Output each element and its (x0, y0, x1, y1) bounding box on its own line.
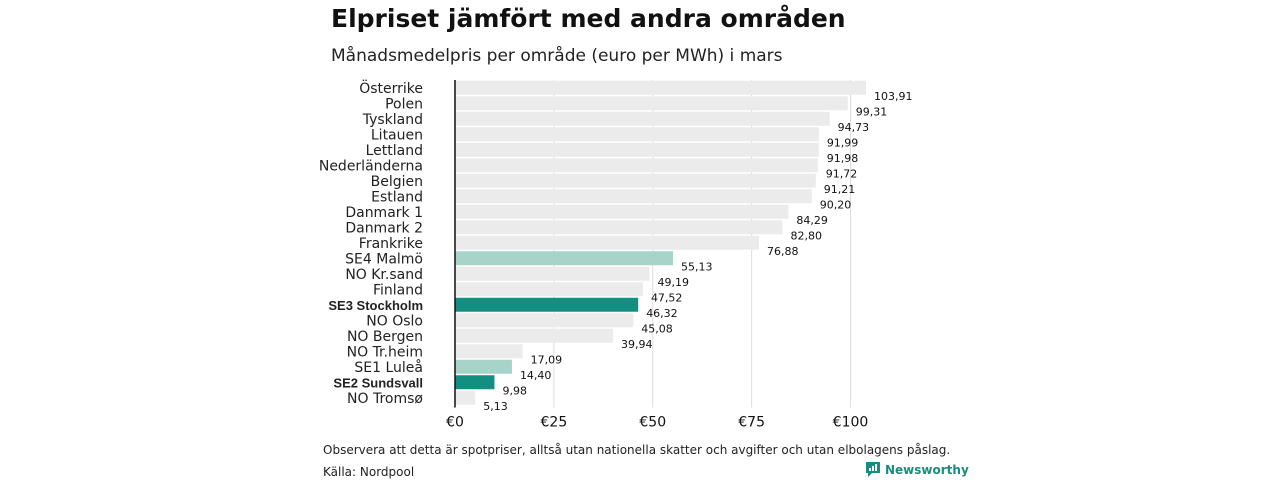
category-label: Nederländerna (319, 158, 423, 174)
category-label: Österrike (359, 79, 423, 97)
category-label: Litauen (371, 127, 423, 143)
value-label: 55,13 (681, 260, 713, 273)
category-label: Estland (371, 189, 423, 205)
category-label: Belgien (371, 174, 423, 190)
bar (455, 266, 650, 281)
value-label: 76,88 (767, 245, 799, 258)
category-label: Tyskland (362, 112, 423, 128)
value-label: 46,32 (646, 307, 678, 320)
bar (455, 251, 674, 266)
category-label: SE1 Luleå (354, 359, 423, 376)
category-label: Polen (385, 96, 423, 112)
brand-name: Newsworthy (885, 462, 969, 477)
category-label: NO Tromsø (347, 391, 423, 407)
value-label: 39,94 (621, 338, 653, 351)
bar (455, 189, 812, 204)
category-label: NO Kr.sand (345, 267, 423, 283)
value-label: 82,80 (790, 229, 822, 242)
bar (455, 204, 789, 219)
category-label: Frankrike (359, 236, 423, 252)
value-label: 9,98 (502, 384, 527, 397)
category-label: SE3 Stockholm (328, 298, 423, 313)
value-label: 99,31 (856, 105, 888, 118)
source-label: Källa: Nordpool (323, 465, 415, 479)
bar (455, 173, 816, 188)
bar (455, 220, 783, 235)
x-tick-label: €25 (541, 415, 568, 431)
value-label: 14,40 (520, 369, 552, 382)
value-label: 91,72 (826, 167, 858, 180)
bar (455, 344, 523, 359)
x-tick-label: €100 (833, 415, 869, 431)
value-label: 90,20 (820, 198, 852, 211)
x-tick-label: €50 (639, 415, 666, 431)
value-label: 91,98 (827, 152, 859, 165)
x-tick-labels: €0 €25 €50 €75 €100 (446, 415, 868, 431)
bar (455, 313, 634, 328)
value-label: 45,08 (641, 322, 673, 335)
category-label: Finland (373, 282, 423, 298)
value-label: 5,13 (483, 400, 508, 413)
brand-logo: Newsworthy (866, 462, 969, 477)
category-label: Lettland (366, 143, 423, 159)
value-label: 94,73 (838, 121, 870, 134)
category-labels: ÖsterrikePolenTysklandLitauenLettlandNed… (319, 79, 424, 407)
value-label: 84,29 (796, 214, 828, 227)
category-label: SE2 Sundsvall (333, 375, 423, 390)
bar (455, 158, 818, 173)
bar (455, 282, 643, 297)
bar (455, 390, 476, 405)
x-tick-label: €75 (738, 415, 765, 431)
newsworthy-logo-icon (866, 462, 880, 477)
bar-chart: ÖsterrikePolenTysklandLitauenLettlandNed… (319, 79, 913, 431)
footnote: Observera att detta är spotpriser, allts… (323, 443, 951, 457)
category-label: Danmark 1 (345, 205, 423, 221)
value-label: 17,09 (531, 353, 563, 366)
category-label: Danmark 2 (345, 220, 423, 236)
bar (455, 96, 848, 111)
category-label: SE4 Malmö (345, 251, 423, 267)
bar (455, 127, 819, 142)
chart-title: Elpriset jämfört med andra områden (331, 4, 846, 33)
value-label: 91,99 (827, 136, 859, 149)
category-label: NO Oslo (366, 313, 423, 329)
bar (455, 359, 512, 374)
value-label: 47,52 (651, 291, 683, 304)
value-label: 103,91 (874, 90, 913, 103)
category-label: NO Bergen (347, 329, 423, 345)
bar (455, 297, 639, 312)
value-label: 91,21 (824, 183, 856, 196)
x-tick-label: €0 (446, 415, 464, 431)
bar (455, 111, 830, 126)
chart-subtitle: Månadsmedelpris per område (euro per MWh… (331, 46, 783, 66)
bar (455, 375, 495, 390)
bar (455, 142, 819, 157)
value-labels: 103,91 99,31 94,73 91,99 91,98 91,72 91,21 90,2… (483, 90, 912, 413)
bar (455, 235, 760, 250)
bar (455, 328, 613, 343)
value-label: 49,19 (658, 276, 690, 289)
bar (455, 80, 866, 95)
category-label: NO Tr.heim (347, 344, 423, 360)
bars (455, 80, 866, 405)
